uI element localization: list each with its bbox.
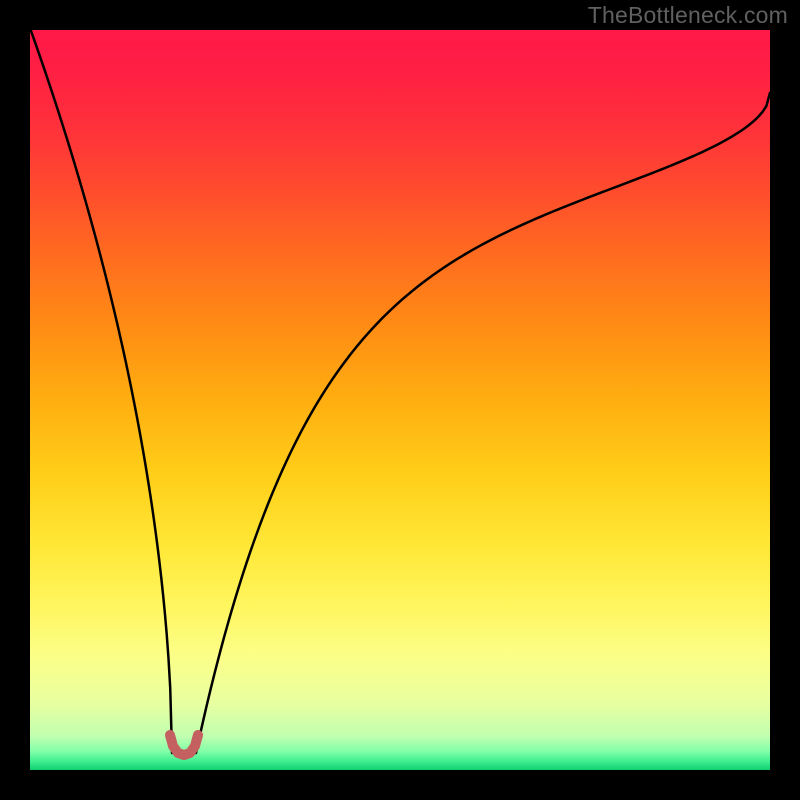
bottleneck-chart bbox=[0, 0, 800, 800]
watermark-text: TheBottleneck.com bbox=[588, 2, 788, 29]
chart-container: TheBottleneck.com bbox=[0, 0, 800, 800]
plot-background bbox=[30, 30, 770, 770]
